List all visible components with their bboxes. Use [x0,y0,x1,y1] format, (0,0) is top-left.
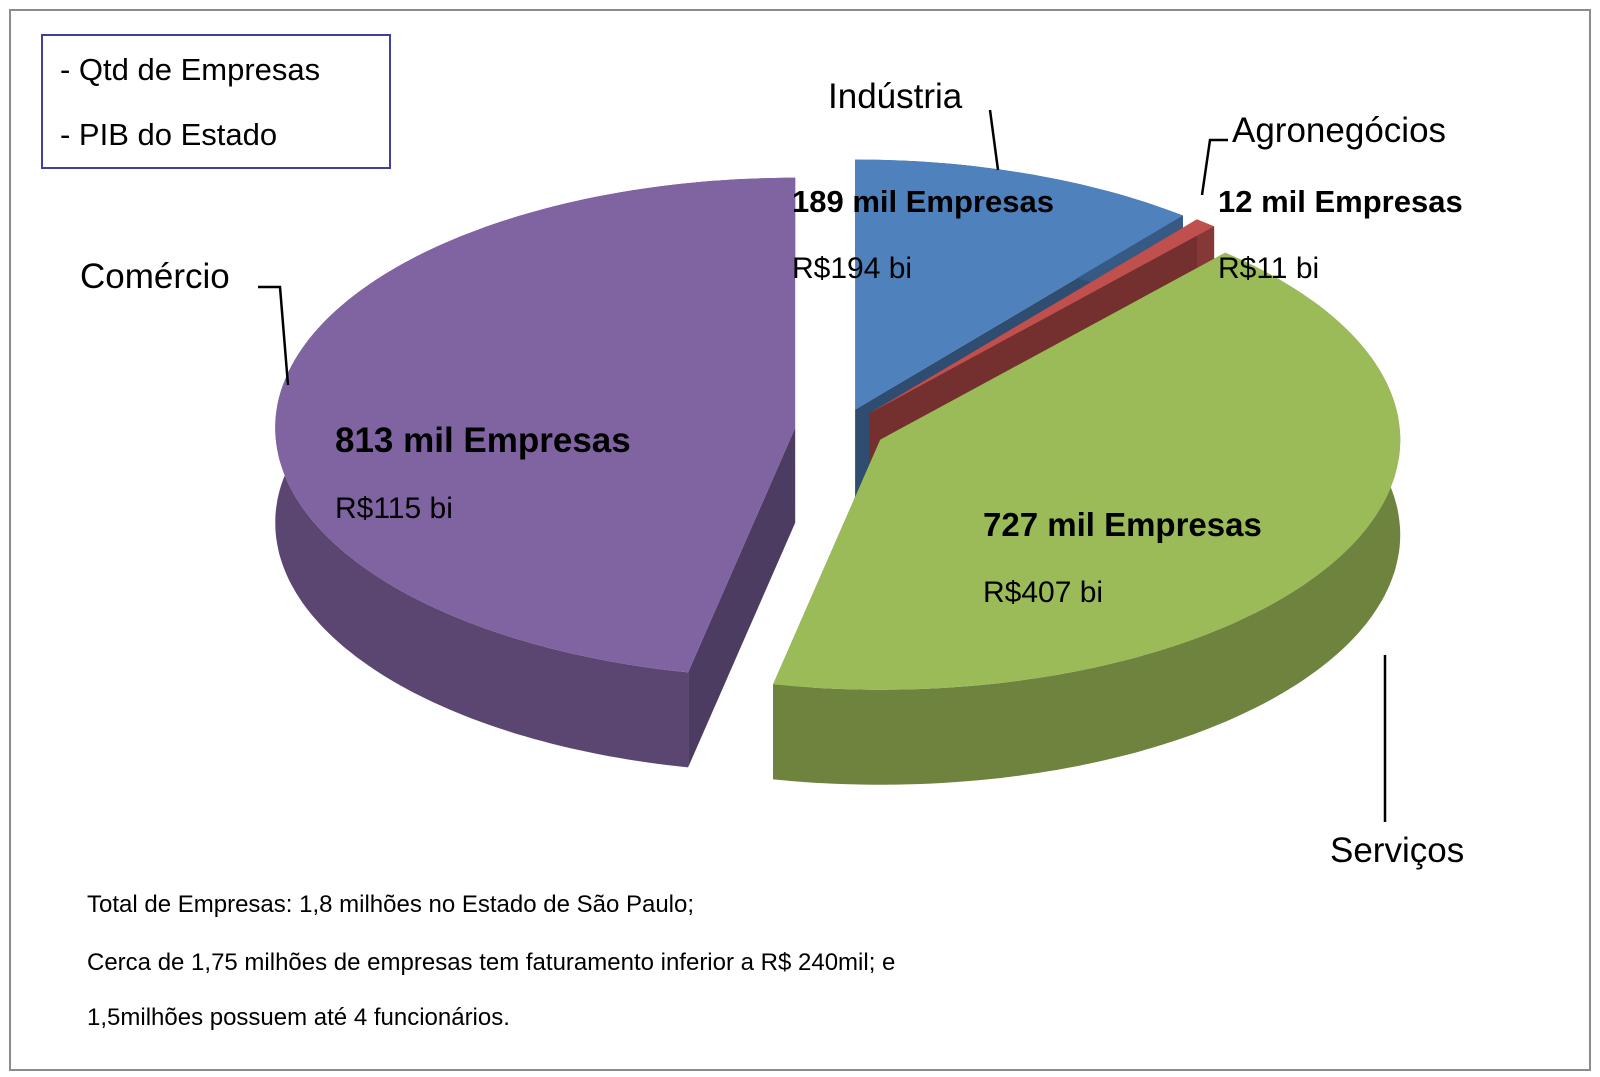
note: Total de Empresas: 1,8 milhões no Estado… [87,891,694,918]
pie-tops [275,159,1401,690]
legend-entry: - Qtd de Empresas [60,52,320,87]
leader-line [1200,138,1228,196]
pib-label: R$115 bi [335,492,453,525]
value-label: 189 mil Empresas [792,184,1054,219]
category-label: Comércio [80,257,230,296]
category-label: Indústria [828,77,963,116]
pib-label: R$194 bi [792,252,912,285]
pie-slice [773,252,1401,690]
slice-side [688,427,796,768]
pie-slice [275,177,796,673]
category-label: Serviços [1330,831,1464,870]
legend-entry: - PIB do Estado [60,117,277,152]
pib-label: R$11 bi [1218,252,1319,285]
value-label: 727 mil Empresas [983,506,1262,543]
note: Cerca de 1,75 milhões de empresas tem fa… [87,949,895,976]
pib-label: R$407 bi [983,576,1103,609]
legend-box [41,34,391,169]
value-label: 12 mil Empresas [1218,184,1463,219]
leader-line [258,285,290,386]
pie-slice [869,219,1215,414]
pie-slice [855,159,1183,410]
value-label: 813 mil Empresas [335,421,631,460]
category-label: Agronegócios [1232,111,1446,150]
leader-line [988,109,1000,171]
slice-wall [773,252,1401,785]
note: 1,5milhões possuem até 4 funcionários. [87,1004,510,1031]
